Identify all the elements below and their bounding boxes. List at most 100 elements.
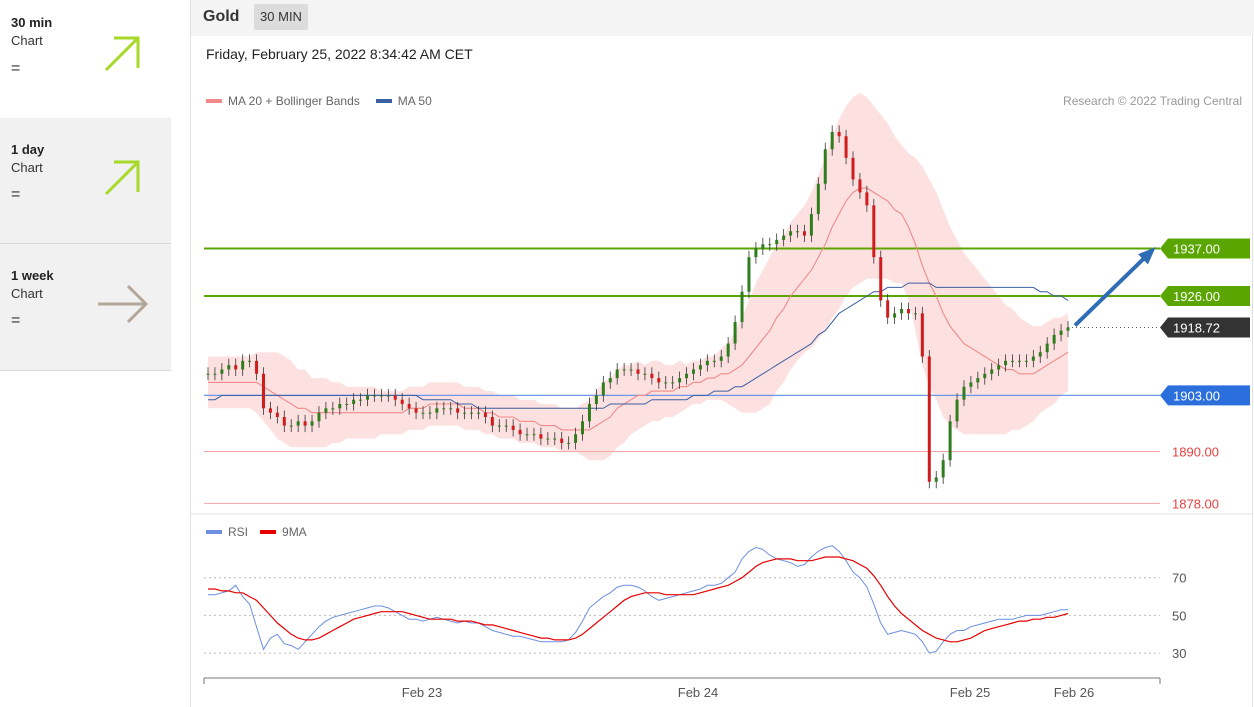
candle-body: [948, 421, 952, 461]
candle-body: [206, 373, 210, 375]
candle-body: [386, 395, 390, 397]
candle-body: [504, 425, 508, 427]
candle-body: [719, 356, 723, 361]
candle-body: [761, 244, 765, 249]
candle-body: [830, 131, 834, 150]
candle-body: [220, 369, 224, 374]
candle-body: [345, 404, 349, 406]
candle-body: [740, 291, 744, 322]
candle-body: [456, 408, 460, 413]
candle-body: [261, 373, 265, 409]
candle-body: [747, 257, 751, 292]
trend-up-arrow-icon: [104, 36, 140, 72]
forecast-arrow: [1073, 251, 1152, 327]
candle-body: [698, 365, 702, 370]
candle-body: [338, 404, 342, 409]
candle-body: [213, 373, 217, 375]
timeframe-card-1day[interactable]: 1 day Chart =: [0, 118, 171, 244]
x-tick-label: Feb 26: [1054, 685, 1094, 700]
ma20-line: [208, 187, 1069, 431]
candle-body: [567, 442, 571, 444]
candle-body: [1031, 356, 1035, 361]
candle-body: [1045, 343, 1049, 353]
level-label-pivot: 1903.00: [1173, 388, 1220, 403]
timeframe-card-1week[interactable]: 1 week Chart =: [0, 244, 171, 371]
candle-body: [282, 416, 286, 426]
trend-up-arrow-icon: [104, 160, 140, 196]
candle-body: [920, 313, 924, 357]
candle-body: [303, 421, 307, 426]
candle-body: [872, 205, 876, 258]
legend-swatch-ma20: [206, 99, 222, 103]
candle-body: [844, 136, 848, 158]
candle-body: [587, 404, 591, 422]
candle-body: [941, 460, 945, 478]
candle-body: [657, 378, 661, 383]
candle-body: [906, 309, 910, 314]
candle-body: [255, 360, 259, 374]
candle-body: [248, 360, 252, 362]
candle-body: [372, 395, 376, 397]
candle-body: [1066, 327, 1070, 331]
candle-body: [511, 425, 515, 430]
rsi-tick-label: 30: [1172, 646, 1186, 661]
candle-body: [428, 412, 432, 414]
candle-body: [463, 412, 467, 414]
level-tag-resistance: [1160, 286, 1250, 307]
candle-body: [789, 231, 793, 236]
candle-body: [1059, 330, 1063, 335]
candle-body: [268, 408, 272, 413]
level-tag-resistance: [1160, 238, 1250, 259]
candle-body: [1024, 360, 1028, 362]
candle-body: [241, 360, 245, 370]
level-label-support: 1878.00: [1172, 496, 1219, 511]
candle-body: [900, 309, 904, 314]
candle-body: [712, 360, 716, 362]
candle-body: [289, 425, 293, 427]
candle-body: [643, 373, 647, 375]
candle-body: [470, 412, 474, 414]
candle-body: [518, 429, 522, 435]
timeframe-card-30min[interactable]: 30 min Chart =: [0, 0, 171, 124]
chart-legend: MA 20 + Bollinger Bands MA 50: [206, 94, 448, 108]
candle-body: [685, 373, 689, 379]
x-tick-label: Feb 23: [402, 685, 442, 700]
timeframe-title: 1 day: [11, 142, 45, 157]
legend-item-9ma: 9MA: [260, 525, 307, 539]
candle-body: [400, 399, 404, 405]
candle-body: [608, 378, 612, 383]
candle-body: [601, 382, 605, 396]
candle-body: [352, 399, 356, 405]
candle-body: [851, 157, 855, 180]
candle-body: [296, 421, 300, 426]
candle-body: [476, 412, 480, 414]
legend-label-rsi: RSI: [228, 525, 249, 539]
level-tag-pivot: [1160, 385, 1250, 406]
timeframe-button[interactable]: 30 MIN: [254, 4, 308, 30]
candle-body: [893, 313, 897, 318]
candle-body: [858, 179, 862, 193]
ma50-line: [208, 282, 1069, 409]
panel-divider: [190, 0, 191, 707]
candle-body: [913, 313, 917, 315]
timeframe-status: =: [11, 60, 21, 77]
candle-body: [1004, 360, 1008, 366]
candle-body: [574, 434, 578, 443]
candle-body: [615, 369, 619, 379]
copyright-text: Research © 2022 Trading Central: [1063, 94, 1242, 108]
candle-body: [366, 395, 370, 400]
candle-body: [490, 416, 494, 426]
rsi-legend: RSI 9MA: [206, 525, 319, 539]
candle-body: [865, 192, 869, 206]
rsi-9ma-line: [208, 556, 1069, 643]
candle-body: [379, 395, 383, 397]
timeframe-subtitle: Chart: [11, 33, 43, 48]
legend-item-ma50: MA 50: [375, 94, 432, 108]
legend-swatch-9ma: [260, 530, 277, 534]
candle-body: [622, 369, 626, 371]
level-label-resistance: 1926.00: [1173, 289, 1220, 304]
bollinger-band-area: [208, 93, 1068, 461]
candle-body: [553, 438, 557, 440]
timeframe-status: =: [11, 312, 21, 329]
